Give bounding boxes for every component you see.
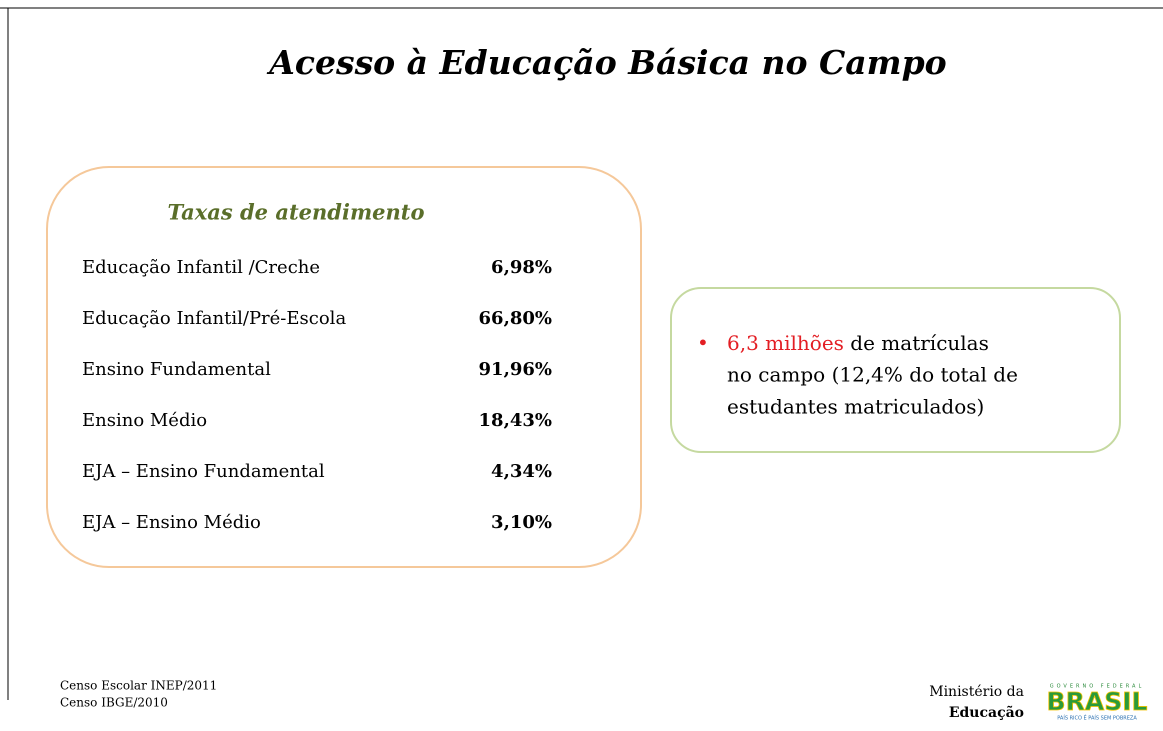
row-value: 66,80%: [479, 308, 552, 329]
row-label: Educação Infantil /Creche: [82, 257, 320, 278]
logo-top: GOVERNO FEDERAL: [1050, 684, 1145, 690]
source: Censo Escolar INEP/2011: [60, 679, 217, 693]
bullet-text: de matrículas: [844, 331, 989, 355]
rates-box: [46, 166, 642, 568]
rates-title: Taxas de atendimento: [168, 200, 425, 225]
row-value: 3,10%: [491, 512, 552, 533]
bullet-dot: •: [697, 331, 709, 355]
row-value: 18,43%: [479, 410, 552, 431]
row-label: EJA – Ensino Fundamental: [82, 461, 325, 482]
bullet-highlight: 6,3 milhões: [727, 331, 844, 355]
logo-slogan: PAÍS RICO É PAÍS SEM POBREZA: [1057, 714, 1137, 722]
ministry-line: Ministério da: [929, 684, 1024, 700]
row-label: Educação Infantil/Pré-Escola: [82, 308, 346, 329]
ministry-line: Educação: [949, 704, 1024, 721]
logo-name: BRASIL: [1047, 687, 1148, 716]
row-label: EJA – Ensino Médio: [82, 512, 261, 533]
note-box: [670, 287, 1121, 453]
row-label: Ensino Médio: [82, 410, 207, 431]
row-value: 4,34%: [491, 461, 552, 482]
row-value: 6,98%: [491, 257, 552, 278]
row-value: 91,96%: [479, 359, 552, 380]
bullet-line: no campo (12,4% do total de: [727, 363, 1018, 387]
bullet-line: estudantes matriculados): [727, 395, 984, 419]
row-label: Ensino Fundamental: [82, 359, 271, 380]
source: Censo IBGE/2010: [60, 696, 168, 710]
slide-title: Acesso à Educação Básica no Campo: [266, 43, 946, 82]
rates-rows: Educação Infantil /Creche 6,98% Educação I…: [82, 257, 552, 533]
bullet-line: 6,3 milhões de matrículas: [727, 331, 989, 355]
logo: GOVERNO FEDERAL BRASIL PAÍS RICO É PAÍS …: [1046, 684, 1148, 722]
